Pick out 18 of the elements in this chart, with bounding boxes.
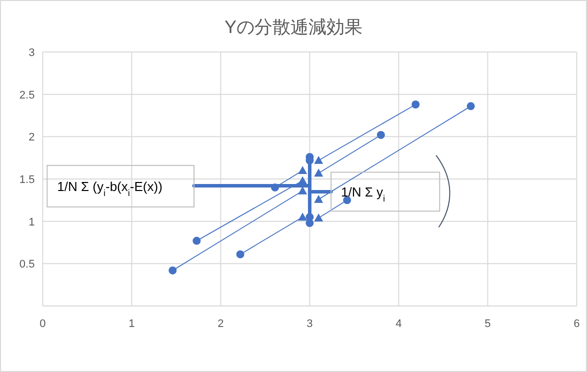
x-tick-label: 2 bbox=[218, 318, 224, 330]
annotation: 1/N Σ y$_{i}$ bbox=[330, 172, 440, 212]
annotation: 1/N Σ (y$_{i}$-b(x$_{i}$-E(x)) bbox=[57, 179, 162, 198]
y-tick-label: 1 bbox=[28, 216, 35, 228]
y-tick-label: 3 bbox=[28, 47, 35, 59]
y-tick-label: 2 bbox=[28, 132, 35, 144]
x-tick-label: 3 bbox=[306, 318, 313, 330]
x-tick-label: 5 bbox=[484, 318, 491, 330]
x-tick-label: 4 bbox=[396, 318, 402, 330]
y-tick-label: 1.5 bbox=[19, 174, 35, 186]
y-tick-label: 2.5 bbox=[19, 89, 35, 102]
x-tick-label: 0 bbox=[40, 318, 46, 330]
annotation: 1/N Σ (y$_{i}$-b(x$_{i}$-E(x)) bbox=[46, 164, 194, 208]
annotation: 1/N Σ y$_{i}$ bbox=[341, 184, 386, 204]
chart-title: Yの分散逓減効果 bbox=[224, 17, 363, 37]
y-tick-label: 0.5 bbox=[19, 258, 35, 271]
x-tick-label: 1 bbox=[128, 318, 135, 330]
x-tick-label: 6 bbox=[574, 318, 580, 330]
